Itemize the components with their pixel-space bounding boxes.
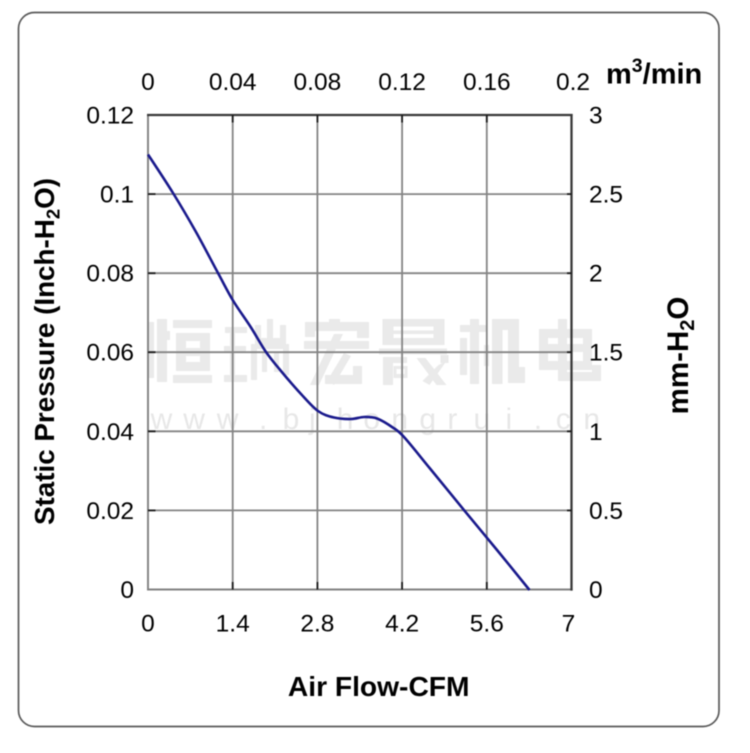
svg-text:Static Pressure (Inch-H2O): Static Pressure (Inch-H2O) [29,178,64,525]
svg-text:0.04: 0.04 [209,69,257,96]
svg-text:7: 7 [562,611,576,638]
svg-text:0.04: 0.04 [86,419,134,446]
svg-text:0.08: 0.08 [86,261,134,288]
svg-text:0: 0 [141,611,155,638]
svg-text:0.5: 0.5 [589,498,623,525]
svg-text:2: 2 [589,261,603,288]
svg-text:0.12: 0.12 [378,69,426,96]
svg-text:0: 0 [141,69,155,96]
svg-text:0: 0 [120,577,134,604]
svg-text:mm-H2O: mm-H2O [662,297,699,415]
svg-text:m3/min: m3/min [606,55,702,91]
svg-text:2.5: 2.5 [589,182,623,209]
svg-text:Air Flow-CFM: Air Flow-CFM [288,670,470,702]
svg-text:0: 0 [589,577,603,604]
svg-text:3: 3 [589,103,603,130]
svg-text:0.02: 0.02 [86,498,134,525]
svg-text:5.6: 5.6 [470,611,504,638]
svg-text:0.2: 0.2 [556,69,590,96]
svg-text:0.16: 0.16 [463,69,511,96]
svg-text:4.2: 4.2 [385,611,419,638]
svg-text:0.06: 0.06 [86,340,134,367]
svg-text:1.4: 1.4 [216,611,250,638]
svg-text:1.5: 1.5 [589,340,623,367]
svg-text:0.08: 0.08 [294,69,342,96]
svg-text:2.8: 2.8 [300,611,334,638]
svg-text:0.12: 0.12 [86,103,134,130]
svg-text:0.1: 0.1 [100,182,134,209]
svg-text:1: 1 [589,419,603,446]
